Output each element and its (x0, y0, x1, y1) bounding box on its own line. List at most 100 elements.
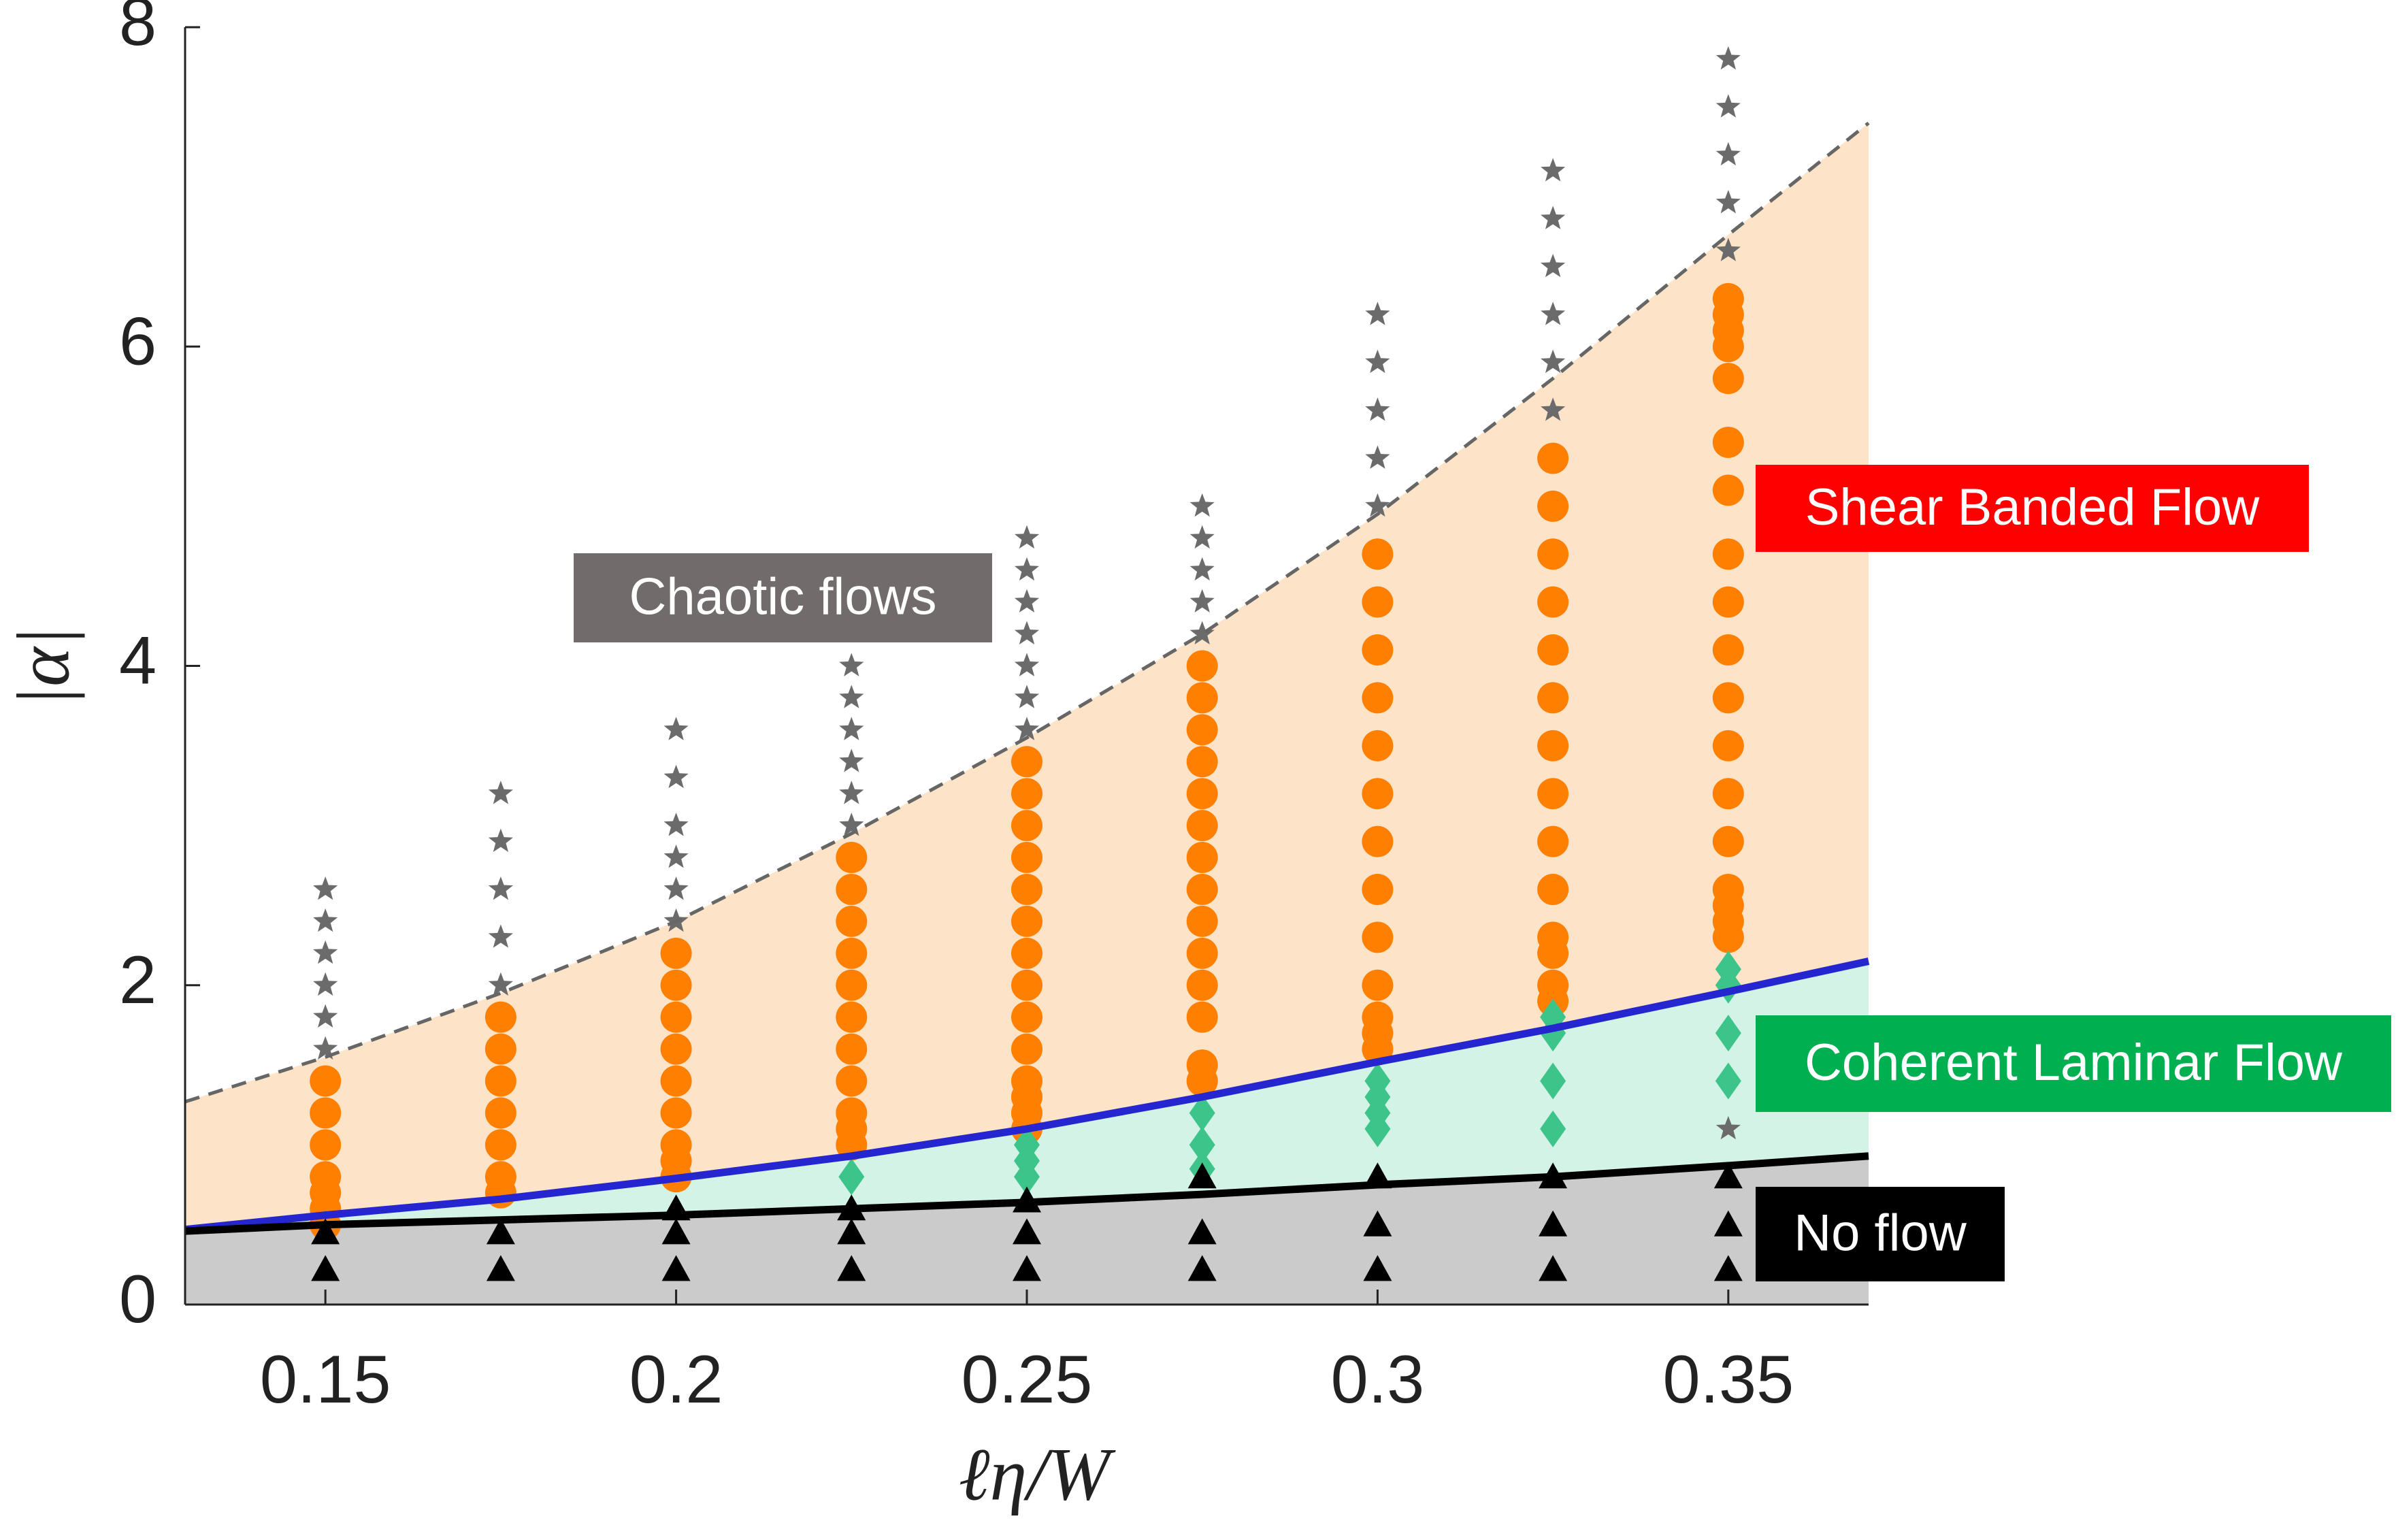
circle-marker (1011, 746, 1042, 778)
circle-marker (1362, 634, 1394, 666)
star-marker (839, 749, 864, 772)
star-marker (839, 813, 864, 836)
triangle-marker (1539, 1210, 1568, 1236)
circle-marker (660, 1033, 692, 1065)
star-marker (1014, 525, 1040, 549)
circle-marker (1362, 730, 1394, 761)
circle-marker (836, 969, 868, 1001)
circle-marker (1362, 538, 1394, 570)
star-marker (1189, 525, 1215, 549)
circle-marker (1362, 873, 1394, 905)
triangle-marker (311, 1218, 340, 1245)
circle-marker (660, 1097, 692, 1129)
circle-marker (1011, 905, 1042, 937)
y-tick-label: 8 (119, 0, 157, 59)
circle-marker (1186, 810, 1218, 842)
triangle-marker (1363, 1255, 1392, 1281)
circle-marker (1537, 442, 1569, 474)
circle-marker (310, 1097, 342, 1129)
circle-marker (1537, 778, 1569, 810)
circle-marker (1537, 634, 1569, 666)
triangle-marker (311, 1255, 340, 1281)
circle-marker (836, 1001, 868, 1033)
triangle-marker (1713, 1210, 1743, 1236)
circle-marker (836, 1033, 868, 1065)
circle-marker (1712, 427, 1744, 459)
circle-marker (484, 1097, 516, 1129)
circle-marker (1712, 730, 1744, 761)
circle-marker (660, 1065, 692, 1097)
star-marker (1014, 717, 1040, 740)
star-marker (663, 717, 689, 740)
circle-marker (1186, 905, 1218, 937)
circle-marker (1362, 921, 1394, 953)
star-marker (1715, 94, 1741, 118)
star-marker (1014, 557, 1040, 581)
star-marker (1014, 685, 1040, 708)
triangle-marker (837, 1218, 866, 1245)
x-axis-label: ℓη/W (959, 1432, 1116, 1516)
star-marker (1365, 349, 1390, 374)
star-marker (313, 972, 338, 996)
star-marker (1715, 142, 1741, 166)
circle-marker (660, 937, 692, 969)
circle-marker (1011, 778, 1042, 810)
region-label: Chaotic flows (629, 568, 937, 626)
circle-marker (1537, 682, 1569, 714)
star-marker (1365, 445, 1390, 469)
y-axis-label: |α| (1, 627, 84, 707)
y-tick-label: 0 (119, 1261, 157, 1337)
star-marker (488, 828, 513, 852)
region-label-box (1756, 1015, 2391, 1112)
star-marker (1541, 349, 1566, 374)
circle-marker (1011, 937, 1042, 969)
x-tick-label: 0.25 (962, 1341, 1093, 1417)
circle-marker (1186, 778, 1218, 810)
star-marker (1189, 557, 1215, 581)
circle-marker (1537, 873, 1569, 905)
circle-marker (1712, 825, 1744, 857)
boundary-curve (184, 121, 1870, 1104)
star-marker (1541, 301, 1566, 325)
circle-marker (1186, 842, 1218, 874)
circle-marker (484, 1065, 516, 1097)
circle-marker (1011, 969, 1042, 1001)
laminar-region (185, 961, 1869, 1232)
star-marker (1365, 397, 1390, 421)
circle-marker (1186, 873, 1218, 905)
circle-marker (1011, 1001, 1042, 1033)
circle-marker (836, 842, 868, 874)
star-marker (488, 781, 513, 804)
star-marker (1014, 589, 1040, 613)
star-marker (1541, 253, 1566, 278)
diamond-marker (838, 1158, 865, 1196)
triangle-marker (1363, 1210, 1392, 1236)
circle-marker (1712, 586, 1744, 618)
circle-marker (1712, 474, 1744, 506)
circle-marker (1537, 825, 1569, 857)
star-marker (839, 781, 864, 804)
x-tick-label: 0.15 (260, 1341, 391, 1417)
circle-marker (1186, 682, 1218, 714)
circle-marker (836, 873, 868, 905)
circle-marker (484, 1129, 516, 1161)
circle-marker (1362, 682, 1394, 714)
shear-band-region (185, 122, 1869, 1230)
star-marker (313, 876, 338, 900)
triangle-marker (1539, 1255, 1568, 1281)
triangle-marker (1713, 1162, 1743, 1189)
circle-marker (1537, 490, 1569, 522)
circle-marker (1537, 586, 1569, 618)
circle-marker (1712, 921, 1744, 953)
boundary-curve (184, 1152, 1869, 1235)
x-tick-label: 0.35 (1662, 1341, 1794, 1417)
circle-marker (660, 969, 692, 1001)
circle-marker (1186, 969, 1218, 1001)
triangle-marker (661, 1255, 691, 1281)
diamond-marker (1540, 1062, 1566, 1100)
diamond-marker (1364, 1110, 1391, 1147)
circle-marker (1186, 1065, 1218, 1097)
circle-marker (1712, 778, 1744, 810)
